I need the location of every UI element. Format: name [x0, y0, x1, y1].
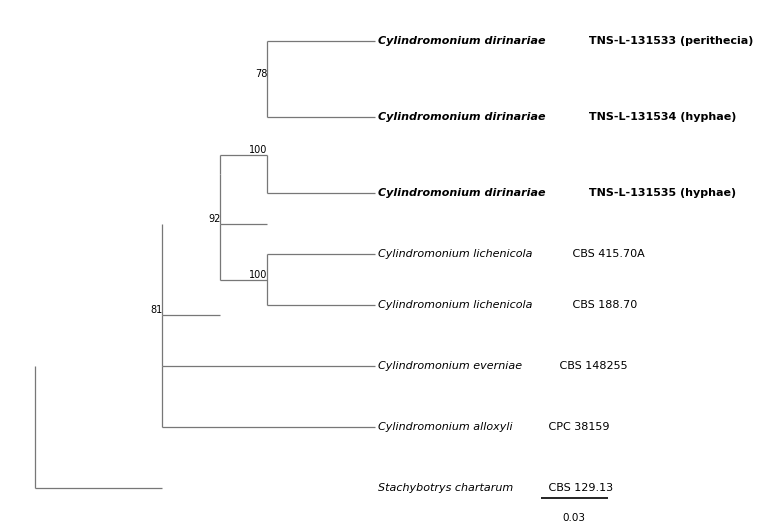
Text: Cylindromonium everniae: Cylindromonium everniae [378, 361, 522, 371]
Text: Cylindromonium dirinariae: Cylindromonium dirinariae [378, 189, 545, 199]
Text: CPC 38159: CPC 38159 [545, 422, 609, 432]
Text: Cylindromonium dirinariae: Cylindromonium dirinariae [378, 36, 545, 46]
Text: 92: 92 [208, 214, 220, 224]
Text: CBS 148255: CBS 148255 [556, 361, 628, 371]
Text: 78: 78 [255, 69, 268, 79]
Text: Cylindromonium lichenicola: Cylindromonium lichenicola [378, 249, 532, 259]
Text: 100: 100 [249, 270, 268, 280]
Text: TNS-L-131533 (perithecia): TNS-L-131533 (perithecia) [585, 36, 754, 46]
Text: Cylindromonium lichenicola: Cylindromonium lichenicola [378, 300, 532, 310]
Text: CBS 188.70: CBS 188.70 [569, 300, 637, 310]
Text: TNS-L-131535 (hyphae): TNS-L-131535 (hyphae) [585, 189, 737, 199]
Text: Cylindromonium dirinariae: Cylindromonium dirinariae [378, 112, 545, 122]
Text: Stachybotrys chartarum: Stachybotrys chartarum [378, 483, 513, 493]
Text: Cylindromonium alloxyli: Cylindromonium alloxyli [378, 422, 513, 432]
Text: 0.03: 0.03 [562, 512, 586, 522]
Text: CBS 129.13: CBS 129.13 [545, 483, 614, 493]
Text: TNS-L-131534 (hyphae): TNS-L-131534 (hyphae) [585, 112, 737, 122]
Text: CBS 415.70A: CBS 415.70A [569, 249, 645, 259]
Text: 100: 100 [249, 145, 268, 155]
Text: 81: 81 [150, 305, 162, 315]
